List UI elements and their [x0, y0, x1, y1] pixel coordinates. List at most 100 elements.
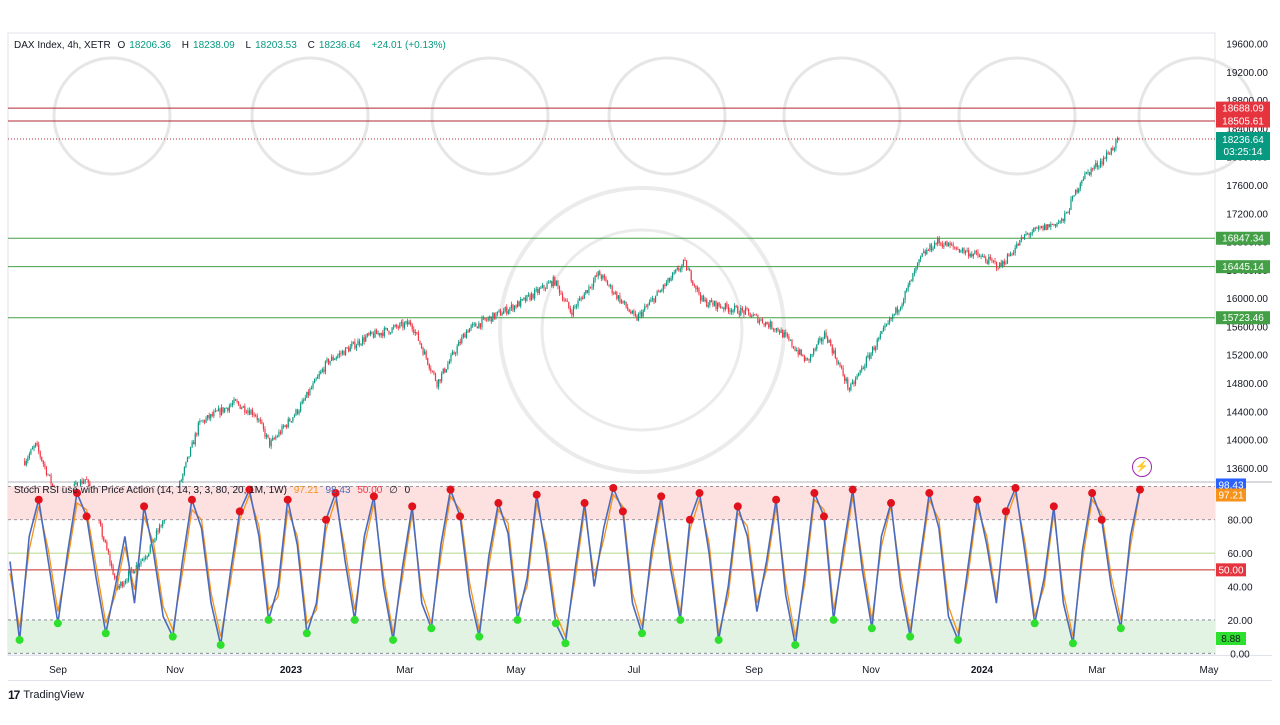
oversold-dot: [389, 635, 398, 644]
candle-body: [644, 306, 646, 311]
candle-body: [434, 373, 437, 381]
candle-body: [1116, 137, 1119, 140]
candle-body: [425, 351, 427, 359]
price-tick-label: 17600.00: [1226, 181, 1268, 192]
candle-body: [437, 379, 440, 387]
candle-body: [1090, 168, 1092, 175]
candle-body: [926, 249, 928, 255]
candle-body: [427, 358, 429, 365]
candle-body: [512, 304, 514, 311]
candle-body: [247, 410, 249, 413]
candle-body: [749, 312, 751, 318]
candle-body: [992, 260, 995, 262]
candle-body: [1045, 224, 1047, 230]
level-label: 15723.46: [1222, 313, 1264, 324]
candle-body: [585, 290, 587, 294]
candle-body: [892, 314, 894, 319]
candle-body: [792, 346, 795, 349]
candle-body: [408, 321, 410, 325]
candle-body: [338, 353, 340, 356]
candle-body: [360, 344, 362, 345]
candle-body: [805, 358, 807, 361]
candle-body: [193, 442, 195, 445]
indicator-title[interactable]: Stoch RSI use with Price Action (14, 14,…: [14, 485, 287, 496]
candle-body: [975, 251, 978, 253]
candle-body: [569, 307, 571, 313]
candle-body: [264, 428, 266, 437]
candle-body: [1023, 234, 1026, 239]
candle-body: [761, 319, 764, 324]
candle-body: [1085, 171, 1088, 174]
candle-body: [695, 285, 697, 290]
candle-body: [388, 330, 390, 334]
candle-body: [634, 313, 637, 316]
candle-body: [960, 250, 962, 253]
candle-body: [28, 453, 30, 458]
symbol-label[interactable]: DAX Index, 4h, XETR: [14, 40, 111, 51]
overbought-dot: [283, 495, 292, 504]
candle-body: [709, 300, 711, 306]
candle-body: [317, 376, 319, 379]
candle-body: [424, 351, 426, 355]
candle-body: [797, 350, 799, 355]
candle-body: [701, 295, 703, 301]
candle-body: [185, 461, 187, 468]
open-value: 18206.36: [129, 40, 171, 51]
candle-body: [628, 309, 630, 312]
candle-body: [253, 414, 255, 416]
candle-body: [1107, 152, 1109, 154]
candle-body: [713, 301, 716, 306]
candle-body: [482, 317, 485, 319]
candle-body: [684, 259, 686, 261]
candle-body: [473, 323, 475, 325]
candle-body: [1095, 162, 1097, 167]
candle-body: [871, 347, 874, 354]
candle-body: [411, 324, 413, 330]
candle-body: [732, 309, 734, 313]
candle-body: [375, 330, 378, 335]
candle-body: [884, 325, 886, 328]
candle-body: [924, 251, 926, 255]
osc-tick-label: 80.00: [1227, 516, 1252, 527]
candle-body: [851, 381, 854, 384]
lightning-icon[interactable]: ⚡: [1132, 457, 1152, 477]
candle-body: [39, 451, 41, 457]
candle-body: [148, 552, 150, 557]
candle-body: [451, 351, 454, 355]
candle-body: [1022, 237, 1024, 239]
watermark-seal-icon: [52, 56, 172, 176]
candle-body: [969, 253, 971, 257]
candle-body: [399, 323, 401, 328]
candle-body: [625, 301, 627, 308]
candle-body: [611, 285, 613, 294]
candle-body: [498, 310, 500, 312]
candle-body: [126, 580, 128, 582]
candle-body: [930, 244, 933, 251]
candle-body: [557, 280, 559, 287]
candle-body: [921, 253, 923, 257]
candle-body: [1088, 171, 1091, 175]
candle-body: [574, 306, 576, 308]
indicator-value-k: 98.43: [325, 485, 351, 496]
candle-body: [592, 280, 595, 287]
candle-body: [754, 314, 756, 316]
level-badge: [1216, 101, 1270, 115]
candle-body: [627, 307, 629, 310]
candle-body: [453, 351, 455, 354]
candle-body: [561, 294, 564, 301]
oversold-dot: [714, 635, 723, 644]
candle-body: [241, 407, 243, 409]
footer-brand[interactable]: 17 TradingView: [8, 688, 84, 702]
candle-body: [943, 245, 945, 247]
candle-body: [290, 421, 292, 422]
oversold-dot: [1030, 619, 1039, 628]
candle-body: [279, 431, 282, 434]
candle-body: [1059, 220, 1061, 223]
candle-body: [769, 321, 771, 328]
candle-body: [344, 347, 347, 356]
plot-frame: [7, 32, 1216, 656]
candle-body: [30, 449, 32, 454]
candle-body: [1092, 168, 1094, 170]
